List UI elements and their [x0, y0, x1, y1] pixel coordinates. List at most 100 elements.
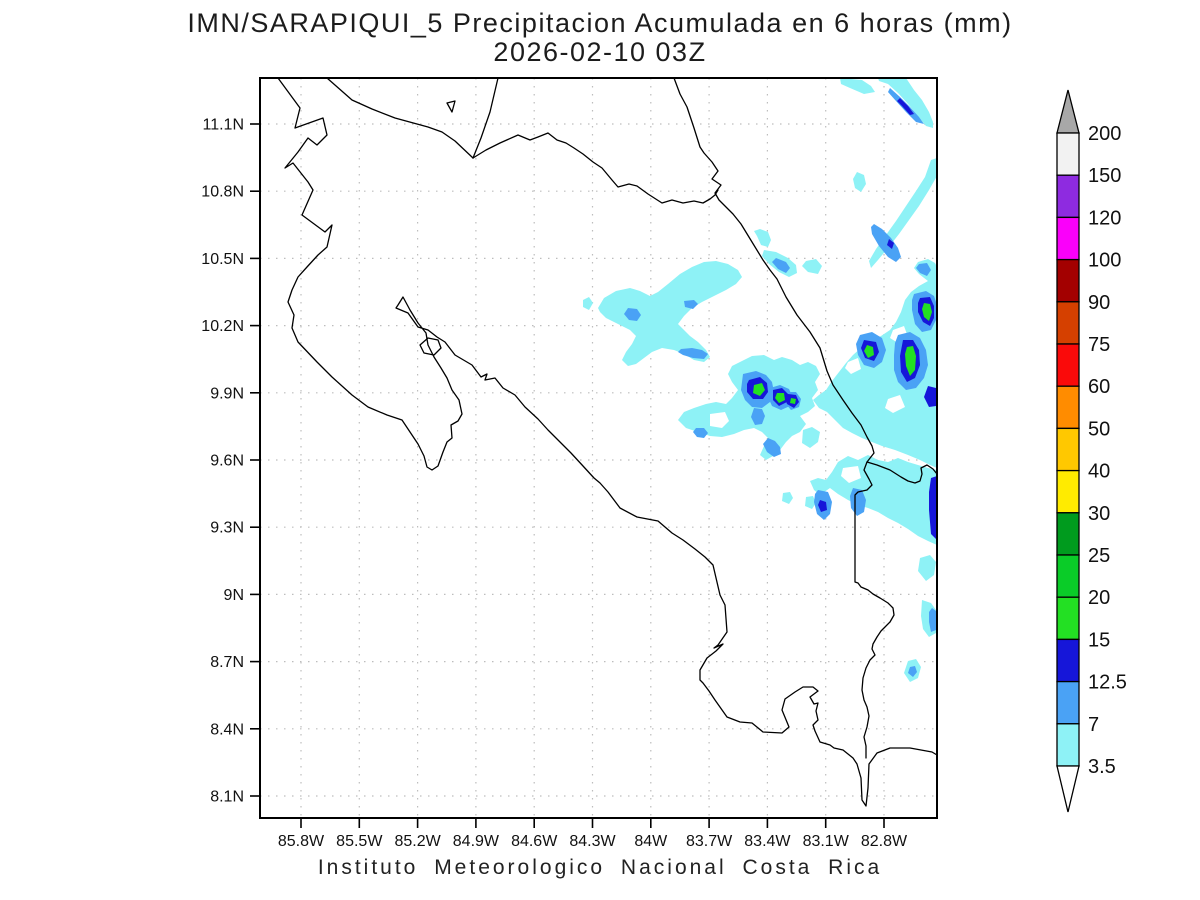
precip-region-15mm [753, 383, 765, 396]
colorbar-label: 200 [1088, 123, 1121, 145]
colorbar-segment [1056, 427, 1080, 472]
precip-region-7mm [751, 408, 765, 425]
precip-region-3.5mm [813, 278, 937, 468]
colorbar-label: 90 [1088, 292, 1110, 314]
coastline-caribbean-coast-and-border [673, 77, 895, 759]
precip-region-7mm [916, 263, 931, 276]
precip-region-3.5mm [598, 261, 742, 366]
colorbar-segment [1056, 174, 1080, 219]
precip-region-7mm [929, 608, 937, 632]
colorbar-overflow-arrow [1056, 89, 1080, 134]
coastline-panama-caribbean-coast [866, 461, 938, 484]
precip-region-7mm [678, 348, 708, 359]
y-tick-label: 11.1N [202, 117, 244, 134]
x-tick-label: 84W [634, 833, 668, 850]
x-tick-label: 85.5W [336, 833, 383, 850]
colorbar-label: 60 [1088, 376, 1110, 398]
precip-region-15mm [922, 303, 932, 321]
precip-region-7mm [684, 300, 698, 309]
colorbar-label: 25 [1088, 545, 1110, 567]
x-tick-label: 84.9W [453, 833, 500, 850]
x-tick-label: 83.7W [686, 833, 733, 850]
x-tick-label: 83.4W [744, 833, 791, 850]
precip-region-7mm [624, 308, 641, 321]
y-tick-label: 9.9N [210, 385, 244, 402]
y-tick-label: 9N [224, 587, 244, 604]
precip-region-3.5mm [810, 455, 937, 545]
colorbar-label: 30 [1088, 503, 1110, 525]
precip-region-15mm [790, 398, 796, 404]
y-tick-label: 10.2N [201, 318, 244, 335]
precip-region-3.5mm [853, 172, 866, 192]
precip-region-3.5mm [754, 229, 771, 247]
coastline-rio-san-juan-border [472, 132, 719, 204]
colorbar-segment [1056, 385, 1080, 430]
x-tick-label: 85.2W [394, 833, 441, 850]
precip-region-7mm [908, 666, 917, 677]
x-tick-label: 84.3W [569, 833, 616, 850]
colorbar-segment [1056, 343, 1080, 387]
precip-hole [885, 395, 905, 413]
precip-hole [845, 358, 861, 374]
colorbar-label: 100 [1088, 250, 1121, 272]
precip-region-3.5mm [840, 78, 875, 94]
precip-region-3.5mm [583, 297, 593, 310]
precip-region-15mm [905, 346, 916, 376]
coastline-lake-nicaragua-west-shore [326, 77, 474, 159]
y-tick-label: 8.7N [210, 654, 244, 671]
precip-region-12.5mm [924, 386, 937, 407]
x-tick-label: 84.6W [511, 833, 558, 850]
colorbar-segment [1056, 301, 1080, 345]
precip-region-3.5mm [869, 158, 937, 268]
precip-region-15mm [775, 393, 785, 403]
colorbar-segment [1056, 216, 1080, 261]
x-tick-label: 83.1W [803, 833, 850, 850]
precip-region-3.5mm [805, 496, 816, 509]
precip-hole [710, 412, 729, 428]
precip-hole [841, 466, 861, 483]
colorbar-label: 15 [1088, 629, 1110, 651]
precip-region-12.5mm [887, 239, 894, 249]
precip-region-3.5mm [878, 78, 933, 128]
colorbar-segment [1056, 680, 1080, 725]
footer-attribution: Instituto Meteorologico Nacional Costa R… [317, 856, 883, 879]
colorbar-label: 12.5 [1088, 672, 1127, 694]
coastline-ometepe-island [446, 100, 456, 113]
y-tick-label: 10.8N [201, 184, 244, 201]
y-tick-label: 8.4N [210, 721, 244, 738]
colorbar-label: 120 [1088, 207, 1121, 229]
coastline-pacific-coast-and-south [277, 77, 938, 807]
chart-title: IMN/SARAPIQUI_5 Precipitacion Acumulada … [187, 8, 1013, 38]
precip-region-7mm [871, 224, 901, 262]
colorbar-underflow-arrow [1056, 765, 1080, 813]
precip-region-3.5mm [678, 355, 820, 460]
x-tick-label: 85.8W [278, 833, 325, 850]
y-tick-label: 8.1N [210, 789, 244, 806]
colorbar-segment [1056, 132, 1080, 176]
precip-region-15mm [864, 345, 874, 358]
colorbar-label: 3.5 [1088, 756, 1116, 778]
colorbar-segment [1056, 554, 1080, 598]
colorbar-label: 7 [1088, 714, 1099, 736]
colorbar-segment [1056, 512, 1080, 556]
precip-region-3.5mm [802, 259, 822, 274]
x-tick-label: 82.8W [861, 833, 908, 850]
chart-valid-time: 2026-02-10 03Z [493, 37, 707, 67]
precip-region-7mm [772, 258, 790, 273]
coastline-lake-nicaragua-east-shore [472, 77, 499, 159]
precip-region-7mm [693, 428, 708, 438]
colorbar-label: 20 [1088, 587, 1110, 609]
colorbar-label: 40 [1088, 461, 1110, 483]
colorbar-segment [1056, 723, 1080, 767]
colorbar-label: 75 [1088, 334, 1110, 356]
precip-region-3.5mm [918, 555, 936, 581]
precip-region-12.5mm [929, 476, 937, 540]
coastline-chira-island [419, 337, 442, 356]
precip-region-7mm [763, 438, 781, 457]
map-frame [259, 77, 938, 819]
precip-region-12.5mm [818, 500, 827, 512]
colorbar-segment [1056, 638, 1080, 683]
precip-region-12.5mm [897, 98, 914, 115]
